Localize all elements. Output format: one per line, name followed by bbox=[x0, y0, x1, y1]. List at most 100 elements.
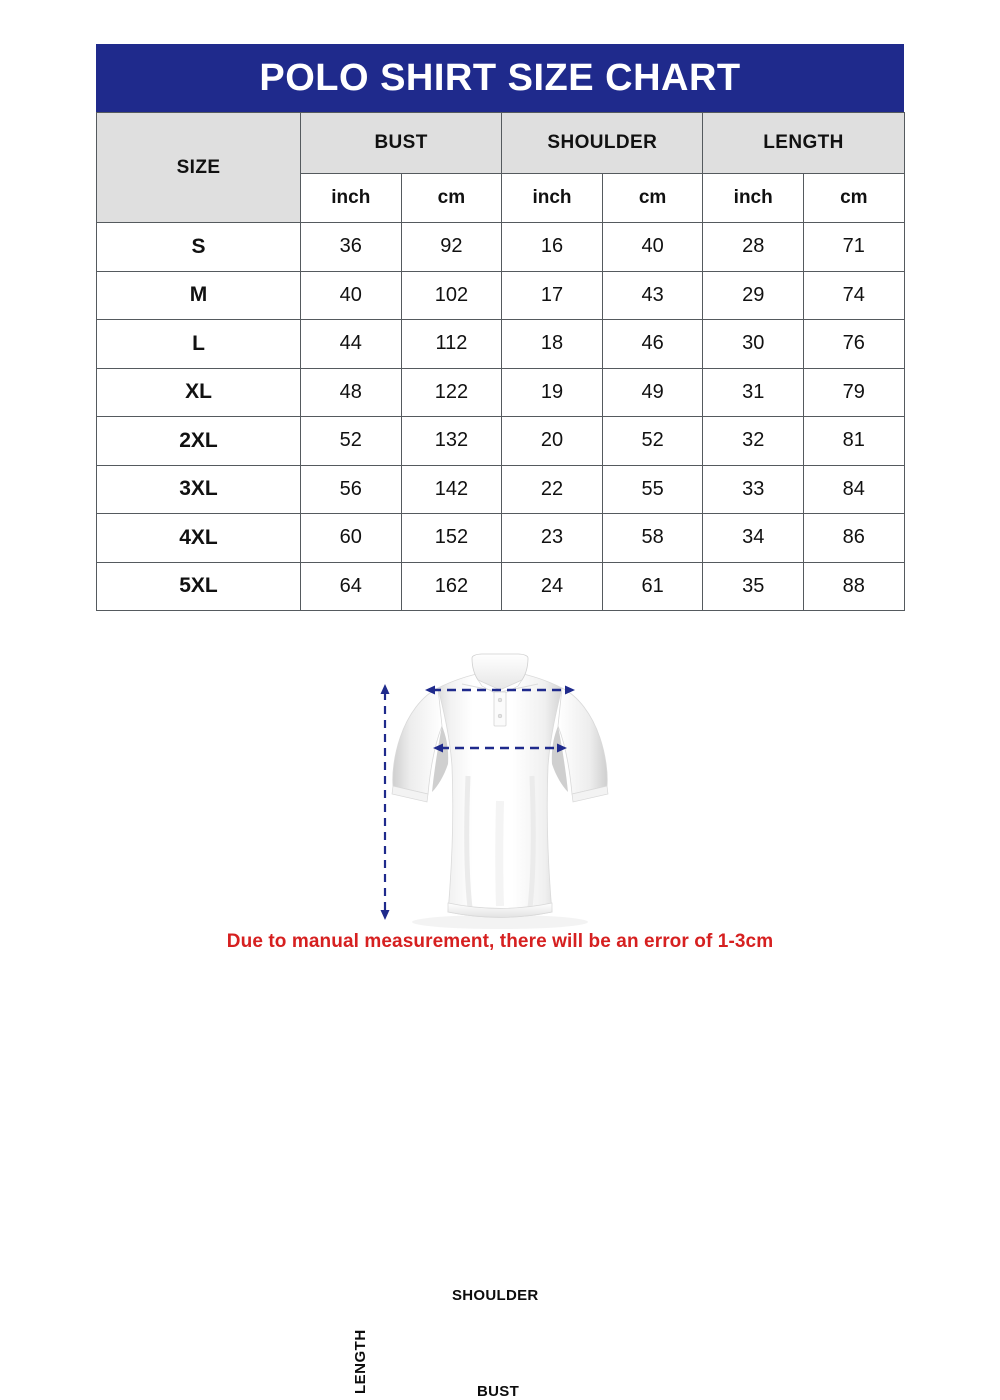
unit-shoulder-inch: inch bbox=[501, 173, 603, 223]
header-shoulder: SHOULDER bbox=[501, 112, 704, 174]
bust-measure-arrow bbox=[433, 743, 567, 753]
cell-size: 2XL bbox=[96, 416, 301, 466]
cell-shoulder-cm: 52 bbox=[601, 416, 704, 466]
cell-bust-cm: 132 bbox=[400, 416, 503, 466]
shirt-shoulder-seam-right bbox=[499, 683, 539, 693]
shirt-fold-right bbox=[527, 775, 536, 909]
cell-shoulder-inch: 19 bbox=[501, 367, 603, 417]
cell-shoulder-inch: 22 bbox=[501, 464, 603, 514]
cell-bust-inch: 64 bbox=[300, 561, 402, 611]
shoulder-label: SHOULDER bbox=[452, 1287, 539, 1304]
cell-size: M bbox=[96, 270, 301, 320]
cell-shoulder-inch: 20 bbox=[501, 416, 603, 466]
header-length: LENGTH bbox=[702, 112, 905, 174]
cell-shoulder-inch: 24 bbox=[501, 561, 603, 611]
table-row: 4XL 60 152 23 58 34 86 bbox=[96, 513, 905, 563]
cell-length-inch: 32 bbox=[702, 416, 804, 466]
cell-length-cm: 71 bbox=[803, 222, 905, 272]
unit-length-inch: inch bbox=[702, 173, 804, 223]
cell-bust-cm: 162 bbox=[400, 561, 503, 611]
cell-bust-cm: 102 bbox=[400, 270, 503, 320]
cell-size: 3XL bbox=[96, 464, 301, 514]
table-row: XL 48 122 19 49 31 79 bbox=[96, 367, 905, 417]
table-row: 3XL 56 142 22 55 33 84 bbox=[96, 464, 905, 514]
cell-length-inch: 33 bbox=[702, 464, 804, 514]
cell-length-inch: 30 bbox=[702, 319, 804, 369]
length-measure-arrow bbox=[380, 684, 390, 920]
shirt-hem bbox=[447, 902, 553, 918]
cell-length-inch: 35 bbox=[702, 561, 804, 611]
cell-length-inch: 29 bbox=[702, 270, 804, 320]
chart-title: POLO SHIRT SIZE CHART bbox=[96, 44, 904, 112]
cell-bust-inch: 36 bbox=[300, 222, 402, 272]
cell-shoulder-inch: 16 bbox=[501, 222, 603, 272]
unit-bust-inch: inch bbox=[300, 173, 402, 223]
cell-bust-inch: 56 bbox=[300, 464, 402, 514]
unit-length-cm: cm bbox=[803, 173, 905, 223]
size-chart-panel: POLO SHIRT SIZE CHART SIZE BUST SHOULDER… bbox=[96, 44, 905, 611]
cell-size: XL bbox=[96, 367, 301, 417]
cell-size: 5XL bbox=[96, 561, 301, 611]
cell-length-cm: 88 bbox=[803, 561, 905, 611]
table-body: S 36 92 16 40 28 71 M 40 102 17 43 29 74… bbox=[96, 222, 905, 611]
cell-length-cm: 76 bbox=[803, 319, 905, 369]
group-header-row: SIZE BUST SHOULDER LENGTH bbox=[96, 112, 905, 223]
cell-bust-cm: 142 bbox=[400, 464, 503, 514]
shoulder-measure-arrow bbox=[425, 685, 575, 695]
cell-bust-cm: 122 bbox=[400, 367, 503, 417]
cell-size: S bbox=[96, 222, 301, 272]
cell-bust-inch: 44 bbox=[300, 319, 402, 369]
shirt-button-top bbox=[497, 697, 503, 703]
cell-length-cm: 74 bbox=[803, 270, 905, 320]
unit-shoulder-cm: cm bbox=[601, 173, 704, 223]
table-row: L 44 112 18 46 30 76 bbox=[96, 319, 905, 369]
cell-shoulder-cm: 58 bbox=[601, 513, 704, 563]
cell-bust-inch: 52 bbox=[300, 416, 402, 466]
cell-bust-cm: 152 bbox=[400, 513, 503, 563]
cell-bust-cm: 112 bbox=[400, 319, 503, 369]
header-bust: BUST bbox=[299, 112, 503, 174]
shirt-placket bbox=[493, 691, 507, 727]
cell-shoulder-inch: 23 bbox=[501, 513, 603, 563]
shirt-collar bbox=[471, 653, 529, 691]
cell-bust-inch: 48 bbox=[300, 367, 402, 417]
table-header: SIZE BUST SHOULDER LENGTH inch cm inch c… bbox=[96, 112, 905, 223]
cell-length-cm: 79 bbox=[803, 367, 905, 417]
measurement-disclaimer: Due to manual measurement, there will be… bbox=[226, 931, 774, 952]
cell-bust-inch: 60 bbox=[300, 513, 402, 563]
cell-size: L bbox=[96, 319, 301, 369]
bust-label: BUST bbox=[477, 1383, 520, 1400]
length-label: LENGTH bbox=[352, 1329, 369, 1394]
cell-shoulder-cm: 61 bbox=[601, 561, 704, 611]
table-row: 5XL 64 162 24 61 35 88 bbox=[96, 561, 905, 611]
cell-length-cm: 81 bbox=[803, 416, 905, 466]
cell-length-cm: 84 bbox=[803, 464, 905, 514]
shirt-left-sleeve bbox=[392, 687, 443, 795]
shirt-right-sleeve bbox=[557, 687, 608, 795]
table-row: 2XL 52 132 20 52 32 81 bbox=[96, 416, 905, 466]
cell-size: 4XL bbox=[96, 513, 301, 563]
shirt-fold-left bbox=[464, 775, 473, 909]
shirt-button-bottom bbox=[497, 713, 503, 719]
polo-shirt-illustration bbox=[380, 653, 609, 929]
cell-shoulder-inch: 17 bbox=[501, 270, 603, 320]
cell-shoulder-cm: 46 bbox=[601, 319, 704, 369]
cell-shoulder-cm: 49 bbox=[601, 367, 704, 417]
cell-length-inch: 34 bbox=[702, 513, 804, 563]
shirt-shadow bbox=[412, 915, 588, 929]
measurement-diagram: SHOULDER BUST LENGTH bbox=[0, 626, 1000, 1400]
table-row: S 36 92 16 40 28 71 bbox=[96, 222, 905, 272]
shirt-armpit-shadow-left bbox=[432, 726, 449, 792]
cell-length-inch: 31 bbox=[702, 367, 804, 417]
shirt-left-cuff bbox=[391, 785, 429, 803]
cell-length-inch: 28 bbox=[702, 222, 804, 272]
size-chart-table: SIZE BUST SHOULDER LENGTH inch cm inch c… bbox=[96, 112, 905, 611]
cell-bust-cm: 92 bbox=[400, 222, 503, 272]
cell-shoulder-cm: 43 bbox=[601, 270, 704, 320]
shirt-fold-center bbox=[495, 800, 504, 907]
unit-bust-cm: cm bbox=[400, 173, 503, 223]
shirt-armpit-shadow-right bbox=[551, 726, 568, 792]
unit-header-row: inch cm inch cm inch cm bbox=[97, 173, 905, 223]
cell-bust-inch: 40 bbox=[300, 270, 402, 320]
cell-shoulder-inch: 18 bbox=[501, 319, 603, 369]
